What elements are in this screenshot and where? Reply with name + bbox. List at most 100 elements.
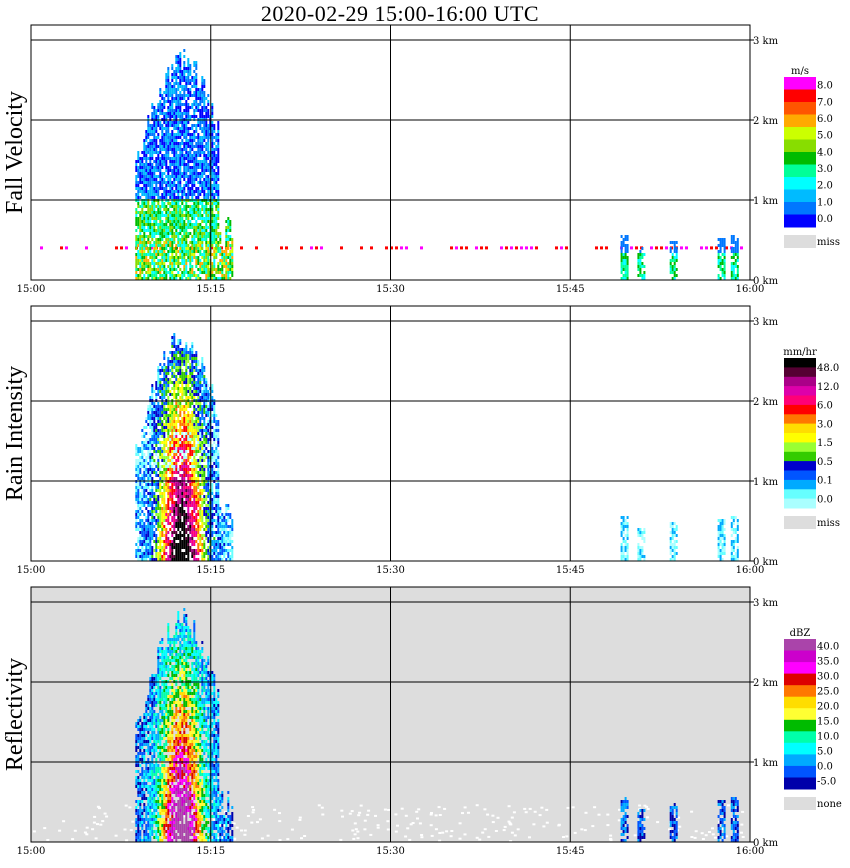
colorbar-label: 2.0: [817, 181, 833, 192]
colorbar-label: 0.1: [817, 476, 833, 487]
colorbar-swatch: [784, 639, 816, 651]
colorbar-swatch: [784, 376, 816, 387]
colorbar-label: 0.5: [817, 457, 833, 468]
colorbar-swatch: [784, 423, 816, 434]
colorbar-label: 10.0: [817, 732, 839, 743]
x-tick-label: 16:00: [736, 565, 765, 576]
x-tick-label: 15:15: [196, 565, 225, 576]
colorbar-label: 30.0: [817, 672, 839, 683]
chart-title: 2020-02-29 15:00-16:00 UTC: [260, 1, 540, 26]
colorbar-swatch: [784, 386, 816, 396]
colorbar-swatch: [784, 433, 816, 443]
colorbar-label: 3.0: [817, 419, 833, 430]
x-tick-label: 15:00: [17, 846, 46, 857]
y-tick-label: 1 km: [753, 196, 779, 207]
colorbar-label: 8.0: [817, 81, 833, 92]
colorbar-swatch: [784, 177, 816, 190]
y-tick-label: 0 km: [753, 557, 779, 568]
colorbar-label: 4.0: [817, 147, 833, 158]
colorbar-swatch: [784, 139, 816, 153]
x-tick-label: 15:00: [17, 284, 46, 295]
colorbar-label: 0.0: [817, 494, 833, 505]
colorbar-label: -5.0: [817, 777, 836, 788]
colorbar-swatch: [784, 708, 816, 721]
colorbar-swatch: [784, 719, 816, 732]
colorbar-swatch: [784, 685, 816, 698]
colorbar-swatch: [784, 451, 816, 462]
colorbar-swatch: [784, 414, 816, 425]
x-tick-label: 15:15: [196, 846, 225, 857]
colorbar-missing-swatch: [784, 516, 816, 529]
colorbar-swatch: [784, 777, 816, 790]
colorbar-missing-swatch: [784, 235, 816, 248]
colorbar-label: 0.0: [817, 762, 833, 773]
y-tick-label: 3 km: [753, 36, 779, 47]
colorbar-swatch: [784, 489, 816, 500]
y-tick-label: 3 km: [753, 598, 779, 609]
colorbar-missing-label: miss: [817, 237, 840, 248]
colorbar-label: 5.0: [817, 747, 833, 758]
x-tick-label: 15:30: [376, 565, 405, 576]
colorbar-swatch: [784, 442, 816, 453]
colorbar-swatch: [784, 395, 816, 406]
colorbar-unit: dBZ: [790, 628, 811, 639]
colorbar-label: 20.0: [817, 702, 839, 713]
plot-frame: [30, 586, 751, 843]
colorbar-label: 40.0: [817, 642, 839, 653]
colorbar-swatch: [784, 461, 816, 471]
colorbar-swatch: [784, 102, 816, 115]
colorbar-swatch: [784, 358, 816, 368]
colorbar-label: 0.0: [817, 214, 833, 225]
x-tick-label: 15:45: [556, 846, 585, 857]
plot-frame: [30, 305, 751, 562]
colorbar-swatch: [784, 650, 816, 663]
colorbar-swatch: [784, 731, 816, 744]
colorbar-swatch: [784, 114, 816, 128]
panel-fall-velocity: 15:00 15:15 15:30 15:45 16:000 km 1 km 2 km 3 k…: [2, 24, 840, 295]
y-tick-label: 2 km: [753, 397, 779, 408]
y-tick-label: 0 km: [753, 838, 779, 849]
colorbar-unit: m/s: [791, 66, 809, 77]
x-tick-label: 16:00: [736, 284, 765, 295]
y-tick-label: 1 km: [753, 477, 779, 488]
colorbar-swatch: [784, 77, 816, 90]
x-tick-label: 15:45: [556, 565, 585, 576]
y-tick-label: 1 km: [753, 758, 779, 769]
colorbar-swatch: [784, 479, 816, 490]
colorbar-label: 5.0: [817, 131, 833, 142]
x-tick-label: 15:45: [556, 284, 585, 295]
colorbar-label: 48.0: [817, 363, 839, 374]
colorbar-swatch: [784, 498, 816, 509]
colorbar-swatch: [784, 754, 816, 767]
panel-title: Reflectivity: [2, 658, 28, 771]
colorbar-label: 35.0: [817, 657, 839, 668]
colorbar-label: 7.0: [817, 97, 833, 108]
x-tick-label: 15:15: [196, 284, 225, 295]
y-tick-label: 2 km: [753, 678, 779, 689]
colorbar-swatch: [784, 742, 816, 755]
colorbar-label: 1.5: [817, 438, 833, 449]
colorbar-label: 15.0: [817, 717, 839, 728]
y-tick-label: 2 km: [753, 116, 779, 127]
colorbar-swatch: [784, 696, 816, 709]
colorbar-swatch: [784, 662, 816, 675]
colorbar-swatch: [784, 765, 816, 778]
colorbar-swatch: [784, 214, 816, 228]
colorbar-label: 12.0: [817, 382, 839, 393]
x-tick-label: 15:30: [376, 846, 405, 857]
plot-frame: [30, 24, 751, 281]
x-tick-label: 16:00: [736, 846, 765, 857]
colorbar-swatch: [784, 164, 816, 178]
colorbar-swatch: [784, 89, 816, 103]
panel-title: Fall Velocity: [2, 91, 28, 214]
colorbar-swatch: [784, 202, 816, 215]
colorbar-missing-label: none: [817, 799, 842, 810]
colorbar-label: 6.0: [817, 114, 833, 125]
colorbar-missing-swatch: [784, 797, 816, 810]
colorbar-swatch: [784, 189, 816, 203]
colorbar-missing-label: miss: [817, 518, 840, 529]
colorbar-swatch: [784, 152, 816, 165]
colorbar-swatch: [784, 367, 816, 378]
panel-reflectivity: 15:00 15:15 15:30 15:45 16:000 km 1 km 2 km 3 k…: [2, 586, 842, 857]
